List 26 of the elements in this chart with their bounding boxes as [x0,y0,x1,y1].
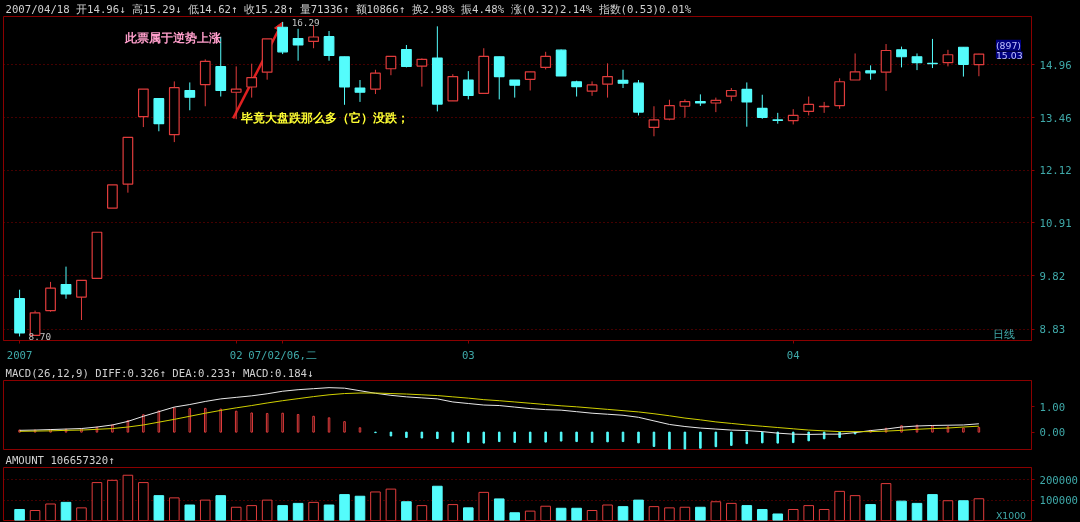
y-tick-label: 1.00 [1039,400,1066,414]
annotation: 16.29 [291,16,320,28]
annotation: 8.70 [28,330,52,342]
text: X1000 [995,509,1027,521]
y-tick-label: 14.96 [1039,58,1072,72]
y-tick-label: 9.82 [1039,269,1066,283]
chart-title: AMOUNT 106657320↑ [5,454,115,467]
x-tick-label: 03 [461,348,475,362]
annotation: 毕竟大盘跌那么多（它）没跌； [239,111,409,126]
y-tick-label: 200000 [1039,473,1078,487]
chart-subtitle: 2007/04/18 开14.96↓ 高15.29↓ 低14.62↑ 收15.28↑ 量71336↑ 额10866↑ 换2.98% 振4.48% 涨(0.32)2.14% 指数(0.53)0.01% [5,3,692,16]
text: 15.03 [995,49,1023,61]
y-tick-label: 13.46 [1039,111,1072,125]
y-tick-label: 8.83 [1039,323,1066,337]
x-tick-label: 07/02/06,二 [248,348,318,362]
y-tick-label: 12.12 [1039,164,1072,178]
chart-title: MACD(26,12,9) DIFF:0.326↑ DEA:0.233↑ MACD:0.184↓ [5,367,314,380]
x-tick-label: 2007 [6,348,33,362]
y-tick-label: 10.91 [1039,216,1072,230]
x-tick-label: 02 [229,348,243,362]
text: 日线 [992,327,1015,341]
x-tick-label: 04 [786,348,800,362]
y-tick-label: 0.00 [1039,426,1066,440]
text: (897) [995,39,1022,51]
annotation: 此票属于逆势上涨 [123,30,222,45]
y-tick-label: 100000 [1039,494,1078,508]
